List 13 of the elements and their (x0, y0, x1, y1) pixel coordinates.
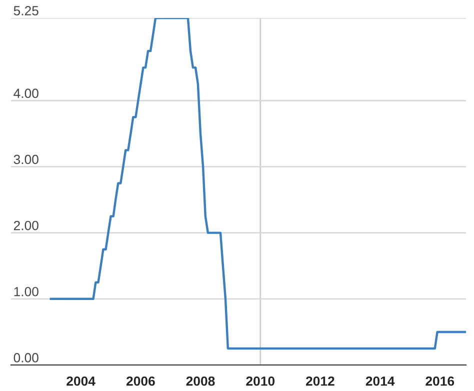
y-tick-label: 2.00 (14, 220, 38, 230)
x-tick-label: 2004 (66, 376, 96, 386)
y-tick-label: 3.00 (14, 154, 38, 164)
x-tick-label: 2014 (366, 376, 395, 386)
x-tick-label: 2016 (426, 376, 454, 386)
y-tick-label: 1.00 (14, 286, 38, 296)
y-tick-label: 0.00 (14, 353, 38, 362)
y-tick-label: 5.25 (14, 6, 38, 16)
x-tick-label: 2006 (126, 376, 155, 386)
x-tick-label: 2008 (186, 376, 215, 386)
y-tick-label: 4.00 (14, 88, 38, 98)
x-tick-label: 2010 (246, 376, 275, 386)
x-tick-label: 2012 (306, 376, 334, 386)
